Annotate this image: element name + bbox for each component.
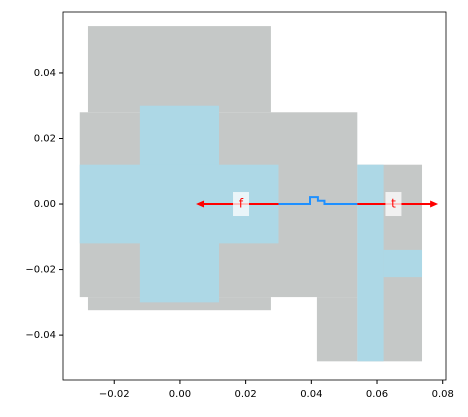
x-tick-label: 0.06 — [366, 389, 388, 400]
region — [383, 249, 423, 278]
x-tick-label: −0.02 — [99, 389, 130, 400]
y-tick-label: −0.04 — [25, 330, 56, 341]
arrow-head — [196, 200, 205, 208]
y-tick-label: 0.00 — [34, 199, 56, 210]
x-tick-label: 0.02 — [234, 389, 256, 400]
label-box — [385, 192, 402, 217]
y-tick-label: 0.02 — [34, 133, 56, 144]
region — [87, 26, 271, 113]
axes-frame — [62, 11, 447, 381]
x-tick-label: 0.04 — [300, 389, 322, 400]
path-line — [278, 196, 358, 206]
y-tick-label: 0.04 — [34, 68, 56, 79]
label-text: f — [239, 197, 244, 211]
region — [87, 297, 271, 311]
label-text: t — [391, 197, 396, 211]
y-tick-label: −0.02 — [25, 265, 56, 276]
arrow-head — [430, 200, 439, 208]
x-tick-label: 0.00 — [169, 389, 191, 400]
region — [357, 164, 384, 362]
region — [316, 297, 358, 362]
label-box — [233, 192, 250, 217]
x-tick-label: 0.08 — [432, 389, 454, 400]
